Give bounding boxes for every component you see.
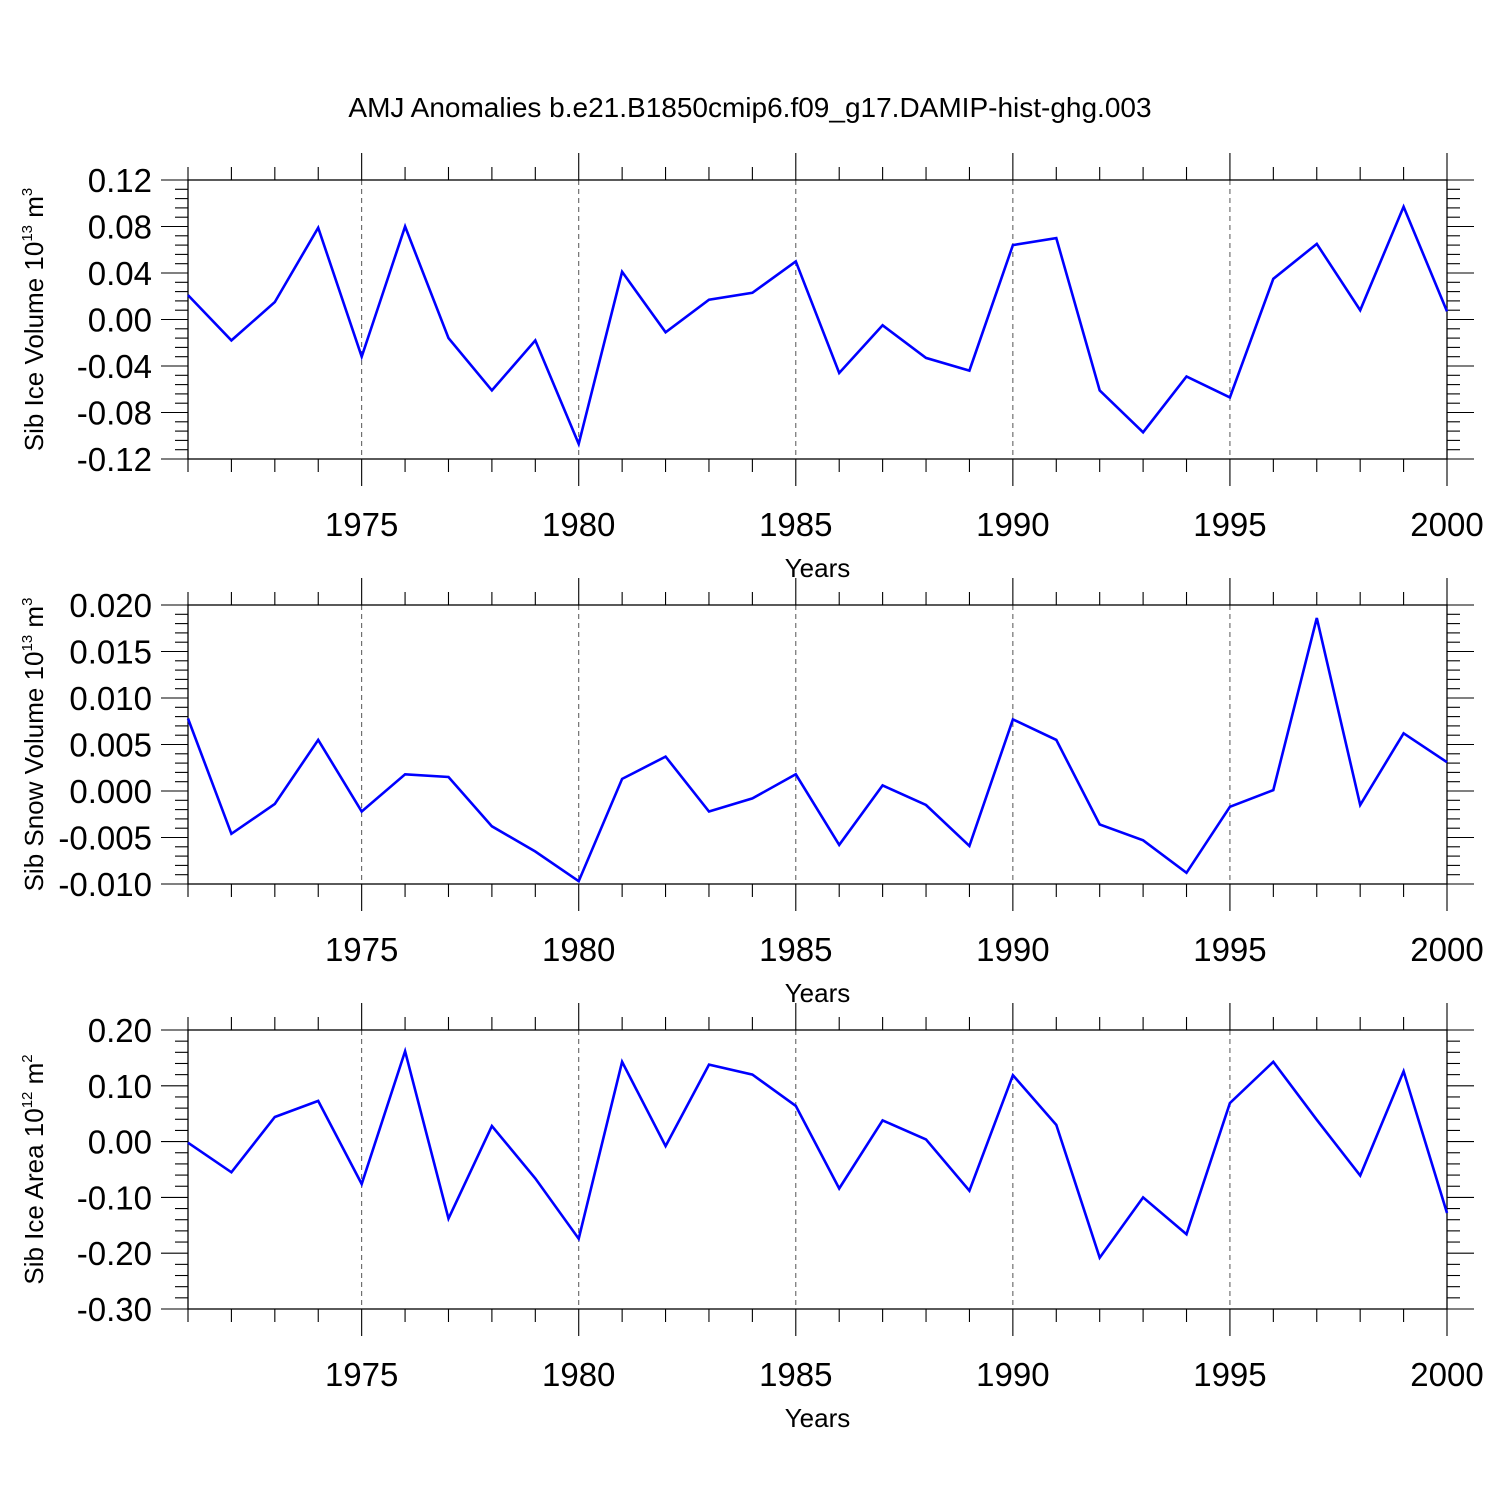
- y-tick-label: -0.08: [77, 395, 152, 432]
- y-axis-title: Sib Snow Volume 1013 m3: [19, 598, 49, 892]
- x-axis-title: Years: [785, 1403, 851, 1433]
- series-line: [187, 203, 1449, 448]
- x-tick-label: 1975: [325, 931, 398, 968]
- x-tick-label: 1980: [542, 506, 615, 543]
- y-tick-label: 0.12: [88, 162, 152, 199]
- x-tick-label: 1975: [325, 506, 398, 543]
- x-tick-label: 1985: [759, 506, 832, 543]
- plot-frame: [187, 604, 1448, 885]
- x-tick-label: 1995: [1193, 931, 1266, 968]
- x-tick-label: 1980: [542, 1356, 615, 1393]
- y-tick-label: -0.12: [77, 441, 152, 478]
- chart-panel-2: -0.010 -0.005 0.000 0.005 0.010 0.015 0.020 197…: [19, 578, 1484, 1008]
- y-tick-label: -0.30: [77, 1291, 152, 1328]
- y-tick-label: -0.04: [77, 348, 152, 385]
- x-tick-label: 1995: [1193, 1356, 1266, 1393]
- y-tick-label: 0.04: [88, 255, 152, 292]
- chart-panels: -0.12 -0.08 -0.04 0.00 0.04 0.08 0.12 1975 1980 1…: [19, 153, 1484, 1433]
- x-tick-label: 1985: [759, 931, 832, 968]
- y-tick-label: 0.00: [88, 1124, 152, 1161]
- y-tick-label: 0.10: [88, 1068, 152, 1105]
- chart-panel-3: -0.30 -0.20 -0.10 0.00 0.10 0.20 1975 1980 1985 1…: [19, 1003, 1484, 1433]
- x-axis-title: Years: [785, 553, 851, 583]
- chart-title: AMJ Anomalies b.e21.B1850cmip6.f09_g17.D…: [348, 92, 1151, 123]
- x-tick-label: 1995: [1193, 506, 1266, 543]
- y-axis-title: Sib Ice Area 1012 m2: [19, 1054, 49, 1284]
- y-tick-label: -0.20: [77, 1235, 152, 1272]
- y-tick-label: -0.010: [58, 866, 152, 903]
- y-tick-label: 0.08: [88, 209, 152, 246]
- y-tick-label: 0.00: [88, 302, 152, 339]
- x-tick-label: 2000: [1410, 931, 1483, 968]
- y-tick-label: 0.010: [69, 680, 152, 717]
- x-tick-label: 1990: [976, 931, 1049, 968]
- y-tick-label: 0.20: [88, 1012, 152, 1049]
- x-tick-label: 2000: [1410, 506, 1483, 543]
- y-tick-label: -0.005: [58, 820, 152, 857]
- series-line: [187, 1046, 1449, 1261]
- y-axis-title: Sib Ice Volume 1013 m3: [19, 188, 49, 452]
- y-tick-label: 0.000: [69, 773, 152, 810]
- chart-panel-1: -0.12 -0.08 -0.04 0.00 0.04 0.08 0.12 1975 1980 1…: [19, 153, 1484, 583]
- x-tick-label: 1975: [325, 1356, 398, 1393]
- y-tick-label: 0.005: [69, 727, 152, 764]
- x-tick-label: 1985: [759, 1356, 832, 1393]
- x-tick-label: 1990: [976, 1356, 1049, 1393]
- y-tick-label: 0.020: [69, 587, 152, 624]
- x-tick-label: 1990: [976, 506, 1049, 543]
- x-tick-label: 1980: [542, 931, 615, 968]
- y-tick-label: 0.015: [69, 634, 152, 671]
- series-line: [186, 617, 1448, 884]
- x-axis-title: Years: [785, 978, 851, 1008]
- plot-frame: [187, 1029, 1448, 1310]
- y-tick-label: -0.10: [77, 1179, 152, 1216]
- x-tick-label: 2000: [1410, 1356, 1483, 1393]
